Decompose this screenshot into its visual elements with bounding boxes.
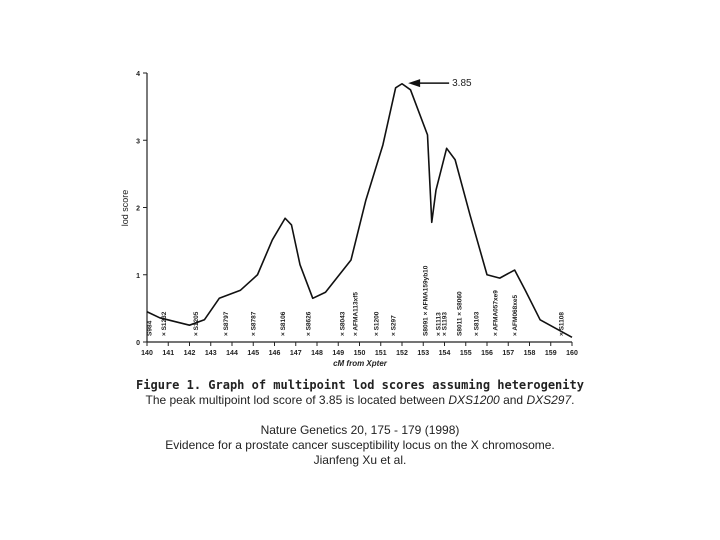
marker-label: × S297	[391, 315, 398, 336]
marker-label: × AFMA113xf5	[352, 292, 359, 336]
y-tick-label: 2	[136, 206, 140, 213]
marker-label: × S1205	[193, 311, 200, 336]
x-tick-label: 143	[205, 350, 217, 357]
x-tick-label: 145	[247, 350, 259, 357]
y-axis-label: lod score	[120, 190, 130, 227]
lod-curve	[146, 82, 573, 338]
x-tick-label: 155	[460, 350, 472, 357]
marker-label: × AFMA057xe9	[493, 290, 500, 336]
caption-text-part: and	[499, 393, 527, 407]
marker-label: × S8043	[340, 311, 347, 336]
journal: Nature Genetics 20, 175 - 179 (1998)	[260, 423, 460, 437]
chart: lod score cM from Xpter 0 1 2 3 4 140 141 142 14…	[120, 71, 578, 368]
marker-label: × S8787	[250, 311, 257, 336]
annotation-arrowhead	[408, 79, 421, 88]
x-axis-label: cM from Xpter	[333, 359, 388, 368]
x-tick-label: 158	[524, 350, 536, 357]
x-tick-label: 144	[226, 350, 238, 357]
marker-label: S8091 × AFMA159yb10	[423, 265, 430, 336]
x-tick-label: 159	[545, 350, 557, 357]
marker-label: × S1113	[435, 312, 442, 336]
article-title: Evidence for a prostate cancer susceptib…	[165, 438, 555, 452]
x-tick-label: 147	[290, 350, 302, 357]
marker-label: × S1108	[559, 312, 566, 336]
marker-label: × S8626	[306, 311, 313, 336]
caption-text-part: The peak multipoint lod score of 3.85 is…	[145, 393, 449, 407]
caption-text: The peak multipoint lod score of 3.85 is…	[0, 393, 720, 408]
annotation: 3.85	[452, 78, 472, 89]
x-tick-label: 160	[566, 350, 578, 357]
x-tick-label: 151	[375, 350, 387, 357]
marker-label: × S1193	[442, 312, 449, 336]
marker-label: S984	[146, 320, 153, 336]
x-tick-label: 140	[141, 350, 153, 357]
x-tick-label: 148	[311, 350, 323, 357]
caption-title: Figure 1. Graph of multipoint lod scores…	[136, 378, 584, 392]
marker-name: DXS1200	[448, 393, 500, 407]
x-tick-label: 146	[269, 350, 281, 357]
x-tick-label: 153	[417, 350, 429, 357]
x-tick-label: 154	[439, 350, 451, 357]
x-tick-label: 156	[481, 350, 493, 357]
y-tick-label: 0	[136, 340, 140, 347]
y-tick-label: 4	[136, 71, 140, 78]
authors: Jianfeng Xu et al.	[313, 453, 407, 467]
marker-label: S8011 × S8060	[457, 291, 464, 336]
x-tick-label: 149	[332, 350, 344, 357]
x-tick-label: 142	[184, 350, 196, 357]
marker-name: DXS297	[526, 393, 572, 407]
x-tick-label: 150	[354, 350, 366, 357]
marker-label: × S8103	[474, 311, 481, 336]
y-tick-label: 1	[136, 273, 140, 280]
x-tick-label: 152	[396, 350, 408, 357]
marker-label: × S1200	[374, 311, 381, 336]
marker-label: × AFM068xe5	[512, 294, 519, 336]
x-tick-label: 141	[162, 350, 174, 357]
marker-label: × S8797	[223, 311, 230, 336]
marker-label: × S8106	[280, 311, 287, 336]
y-tick-label: 3	[136, 138, 140, 145]
x-tick-label: 157	[502, 350, 514, 357]
caption-text-part: .	[571, 393, 575, 407]
marker-label: × S1232	[161, 311, 168, 336]
